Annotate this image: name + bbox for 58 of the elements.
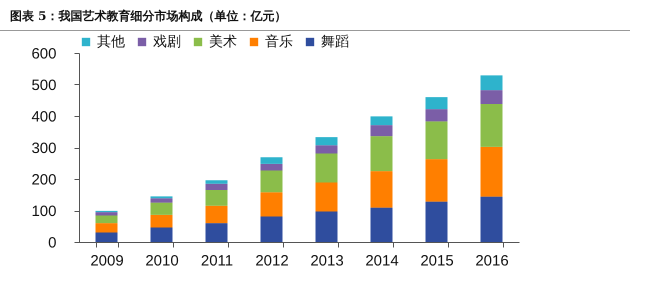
bar: [150, 198, 172, 203]
bar: [426, 109, 448, 122]
bar: [370, 136, 392, 172]
bar: [206, 190, 228, 206]
bar: [260, 164, 282, 170]
y-tick-label: 400: [31, 108, 56, 126]
bar: [480, 90, 502, 104]
bar: [96, 232, 118, 242]
y-tick-label: 600: [31, 46, 56, 62]
x-tick-label: 2010: [145, 252, 179, 270]
bar: [150, 202, 172, 215]
bar: [480, 146, 502, 197]
bar: [260, 157, 282, 164]
y-tick-label: 100: [31, 203, 56, 220]
x-tick-label: 2012: [255, 252, 289, 270]
x-tick-label: 2015: [420, 252, 454, 270]
bar: [480, 104, 502, 147]
bar: [426, 97, 448, 110]
bar: [206, 223, 228, 242]
bar: [370, 208, 392, 242]
bar: [480, 196, 502, 242]
legend-label: 其他: [97, 34, 125, 50]
bar: [150, 228, 172, 242]
x-tick-label: 2011: [200, 252, 234, 270]
bar: [370, 116, 392, 126]
bar: [96, 216, 118, 224]
bar: [96, 212, 118, 216]
bar: [480, 75, 502, 90]
bar: [316, 137, 338, 146]
bar: [370, 171, 392, 208]
y-tick-label: 300: [31, 140, 56, 157]
bar: [206, 184, 228, 190]
bar: [316, 153, 338, 182]
bar: [370, 125, 392, 136]
bar: [316, 182, 338, 212]
bar: [426, 121, 448, 160]
bar: [316, 211, 338, 242]
legend-label: 音乐: [265, 34, 293, 50]
legend-label: 美术: [209, 34, 237, 50]
bar: [260, 192, 282, 216]
bar: [426, 159, 448, 202]
x-tick-label: 2013: [310, 252, 344, 270]
chart-title: 图表 5：我国艺术教育细分市场构成（单位：亿元）: [0, 0, 630, 31]
y-tick-label: 200: [31, 172, 56, 188]
legend-label: 戏剧: [153, 34, 181, 50]
legend-label: 舞蹈: [321, 34, 349, 50]
y-tick-label: 0: [48, 234, 56, 252]
bar: [426, 202, 448, 242]
bar: [260, 216, 282, 242]
bar: [96, 223, 118, 233]
bar: [206, 206, 228, 224]
y-tick-label: 500: [31, 77, 56, 94]
bar: [150, 214, 172, 228]
x-tick-label: 2016: [475, 252, 509, 270]
x-tick-label: 2014: [365, 252, 399, 270]
bar: [316, 145, 338, 154]
bar: [260, 170, 282, 192]
x-tick-label: 2009: [90, 252, 124, 270]
